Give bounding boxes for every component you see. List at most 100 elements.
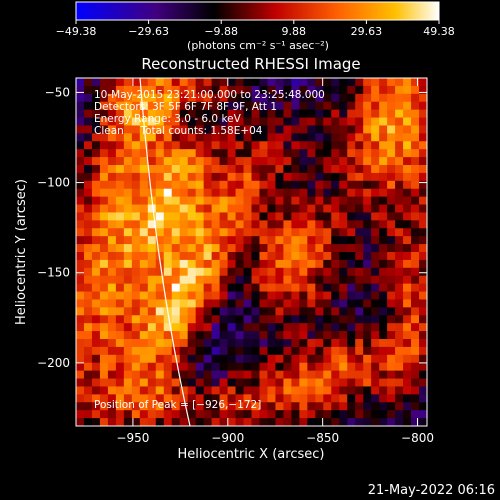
heatmap-cell [227,244,237,253]
heatmap-cell [211,180,221,190]
heatmap-cell [315,244,324,253]
heatmap-cell [76,172,85,182]
heatmap-cell [363,109,372,119]
heatmap-cell [283,386,292,395]
heatmap-cell [155,418,165,426]
heatmap-cell [211,212,221,221]
heatmap-cell [371,78,380,87]
heatmap-cell [363,267,372,277]
heatmap-cell [155,212,165,221]
heatmap-cell [211,172,221,182]
heatmap-cell [363,149,372,158]
heatmap-cell [331,299,340,308]
heatmap-cell [283,157,292,166]
heatmap-cell [275,315,285,324]
heatmap-cell [291,386,300,395]
heatmap-cell [363,291,372,301]
heatmap-cell [251,125,261,134]
heatmap-cell [139,418,149,426]
heatmap-cell [91,410,101,419]
heatmap-cell [291,141,300,150]
heatmap-cell [339,165,348,174]
heatmap-cell [371,220,380,229]
heatmap-cell [299,418,308,426]
heatmap-cell [411,228,420,237]
heatmap-cell [331,180,340,190]
heatmap-cell [355,370,364,380]
heatmap-cell [323,157,332,166]
heatmap-cell [107,283,117,293]
heatmap-cell [315,117,324,127]
heatmap-cell [307,283,316,293]
heatmap-cell [419,188,427,198]
heatmap-cell [227,402,237,411]
heatmap-cell [283,172,292,182]
heatmap-cell [387,346,396,356]
heatmap-cell [123,244,133,253]
heatmap-cell [355,165,364,174]
heatmap-cell [219,362,229,372]
heatmap-cell [347,157,356,166]
heatmap-cell [83,117,93,127]
heatmap-cell [323,267,332,277]
heatmap-cell [315,157,324,166]
heatmap-cell [403,93,412,103]
heatmap-cell [155,236,165,245]
heatmap-cell [411,117,420,127]
heatmap-cell [299,346,308,356]
heatmap-cell [307,236,316,245]
heatmap-cell [139,283,149,293]
heatmap-cell [307,346,316,356]
heatmap-cell [187,331,197,340]
heatmap-cell [235,78,245,87]
heatmap-cell [163,394,173,403]
heatmap-cell [107,307,117,316]
heatmap-cell [371,275,380,285]
heatmap-cell [123,165,133,174]
heatmap-cell [283,244,292,253]
heatmap-cell [107,339,117,348]
heatmap-cell [387,236,396,245]
heatmap-cell [147,323,157,332]
heatmap-cell [363,370,372,380]
heatmap-cell [355,307,364,316]
heatmap-cell [203,378,213,388]
heatmap-cell [76,180,85,190]
heatmap-cell [371,386,380,395]
heatmap-cell [403,283,412,293]
heatmap-cell [403,78,412,87]
heatmap-cell [195,236,205,245]
heatmap-cell [323,354,332,364]
heatmap-cell [251,402,261,411]
heatmap-cell [411,418,420,426]
heatmap-cell [275,346,285,356]
heatmap-cell [211,157,221,166]
heatmap-cell [76,204,85,214]
heatmap-cell [235,378,245,388]
heatmap-cell [371,109,380,119]
annotation-energy-range: Energy Range: 3.0 - 6.0 keV [94,113,242,125]
heatmap-cell [179,78,189,87]
heatmap-cell [323,315,332,324]
heatmap-cell [219,259,229,269]
heatmap-cell [107,133,117,142]
heatmap-cell [171,180,181,190]
heatmap-cell [195,101,205,111]
heatmap-cell [76,228,85,237]
heatmap-cell [115,117,125,127]
heatmap-cell [259,354,269,364]
colorbar-tick-label: −49.38 [56,25,97,38]
heatmap-cell [83,125,93,134]
heatmap-cell [187,133,197,142]
heatmap-cell [147,291,157,301]
heatmap-cell [331,172,340,182]
heatmap-cell [315,299,324,308]
heatmap-cell [283,307,292,316]
heatmap-cell [179,109,189,119]
heatmap-cell [395,212,404,221]
heatmap-cell [419,315,427,324]
heatmap-cell [91,323,101,332]
heatmap-cell [147,212,157,221]
heatmap-cell [187,236,197,245]
heatmap-cell [355,299,364,308]
